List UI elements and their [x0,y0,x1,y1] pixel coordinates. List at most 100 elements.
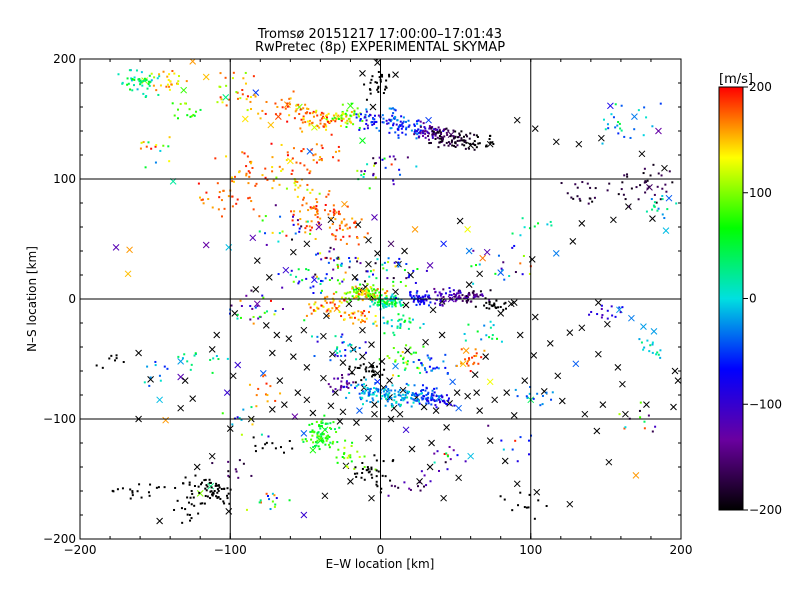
data-point-dot [320,420,323,423]
data-point-dot [422,122,425,125]
data-point-dot [337,256,340,259]
data-point-dot [265,382,268,385]
data-point-dot [309,170,312,173]
data-point-x [223,389,231,396]
data-point-dot [336,441,339,444]
data-point-x [339,359,347,366]
data-point-dot [389,119,392,122]
data-point-x [315,223,323,231]
data-point-dot [345,396,348,399]
data-point-dot [418,135,421,138]
data-point-dot [310,438,313,441]
data-point-dot [402,397,405,400]
data-point-dot [323,414,326,417]
data-point-dot [332,234,335,237]
data-point-dot [593,196,596,199]
data-point-dot [288,97,291,100]
data-point-dot [220,487,223,490]
data-point-dot [424,294,427,297]
data-point-dot [392,284,395,287]
data-point-x [396,410,404,418]
data-point-dot [327,193,330,196]
data-point-dot [405,382,408,385]
data-point-dot [274,447,277,450]
data-point-dot [430,127,433,130]
data-point-dot [250,406,253,409]
data-point-dot [352,288,355,291]
data-point-dot [143,77,146,80]
data-point-dot [148,84,151,87]
data-point-dot [249,304,252,307]
data-point-dot [391,405,394,408]
data-point-dot [330,217,333,220]
data-point-dot [149,376,152,379]
data-point-dot [364,341,367,344]
data-point-dot [656,185,659,188]
data-point-dot [204,478,207,481]
data-point-dot [171,102,174,105]
data-point-dot [228,502,231,505]
data-point-dot [360,396,363,399]
data-point-dot [203,479,206,482]
data-point-dot [405,277,408,280]
data-point-dot [383,303,386,306]
data-point-dot [659,349,662,352]
data-point-dot [429,397,432,400]
data-point-dot [363,280,366,283]
data-point-dot [437,146,440,149]
data-point-dot [533,517,536,520]
data-point-dot [344,297,347,300]
data-point-dot [384,404,387,407]
data-point-dot [417,300,420,303]
data-point-dot [630,187,633,190]
data-point-dot [129,88,132,91]
data-point-dot [159,149,162,152]
data-point-dot [441,136,444,139]
data-point-dot [264,443,267,446]
data-point-dot [324,299,327,302]
data-point-dot [301,204,304,207]
data-point-dot [181,357,184,360]
data-point-dot [348,226,351,229]
data-point-dot [223,502,226,505]
data-point-dot [434,128,437,131]
data-point-dot [342,117,345,120]
data-point-dot [418,295,421,298]
data-point-dot [325,301,328,304]
data-point-dot [363,383,366,386]
data-point-dot [347,117,350,120]
data-point-dot [394,115,397,118]
data-point-dot [288,114,291,117]
data-point-dot [360,113,363,116]
data-point-dot [258,230,261,233]
data-point-x [402,426,410,434]
data-point-dot [459,290,462,293]
data-point-dot [378,156,381,159]
data-point-dot [142,79,145,82]
data-point-dot [521,273,524,276]
data-point-dot [353,296,356,299]
data-point-dot [604,128,607,131]
data-point-dot [440,131,443,134]
data-point-dot [351,287,354,290]
data-point-x [267,121,275,129]
data-point-dot [352,123,355,126]
data-point-dot [436,130,439,133]
data-point-dot [348,257,351,260]
data-point-dot [380,487,383,490]
data-point-dot [408,274,411,277]
data-point-dot [635,186,638,189]
data-point-dot [621,306,624,309]
data-point-dot [239,97,242,100]
data-point-dot [365,294,368,297]
data-point-dot [446,455,449,458]
data-point-dot [432,133,435,136]
data-point-dot [337,210,340,213]
data-point-dot [356,366,359,369]
data-point-dot [365,287,368,290]
data-point-dot [296,195,299,198]
data-point-dot [304,112,307,115]
data-point-dot [445,131,448,134]
data-point-dot [261,219,264,222]
data-point-dot [408,320,411,323]
